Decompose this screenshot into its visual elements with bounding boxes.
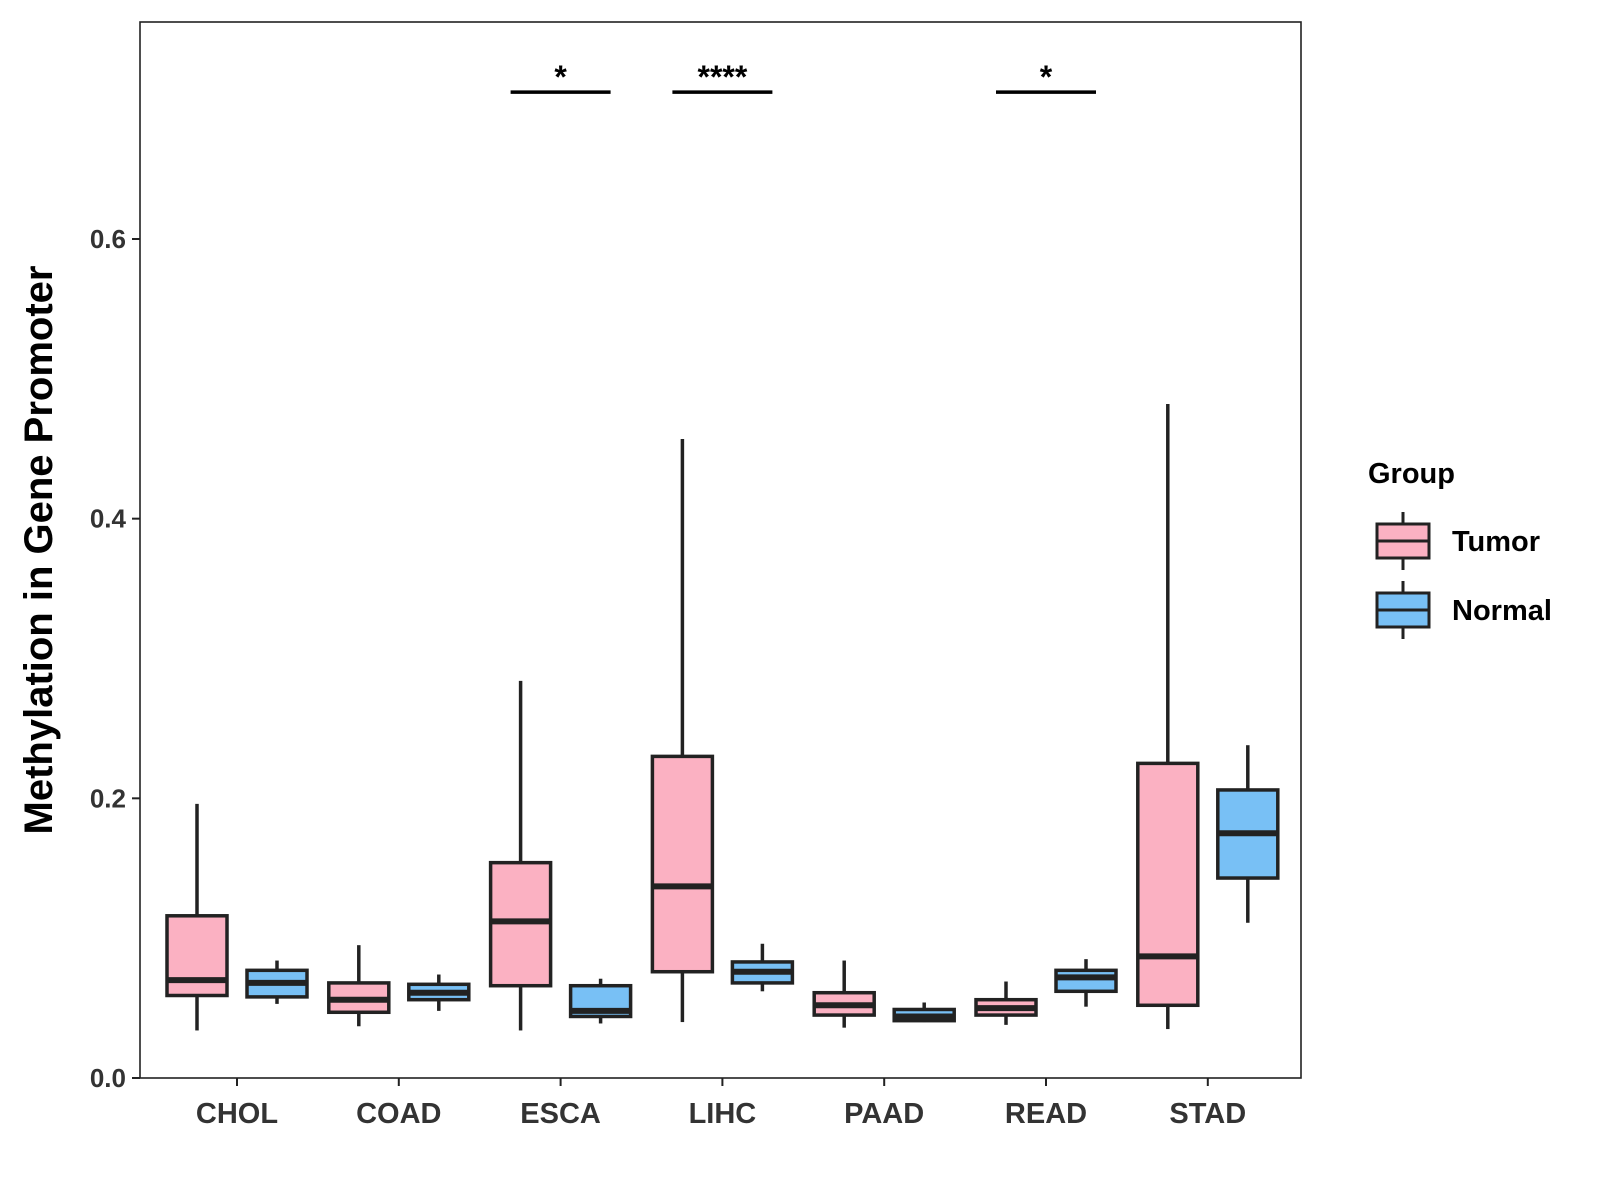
y-tick-label: 0.0 [90, 1063, 126, 1093]
x-tick-label-stad: STAD [1169, 1098, 1246, 1130]
x-tick-label-paad: PAAD [844, 1098, 924, 1130]
y-axis-title: Methylation in Gene Promoter [17, 266, 61, 835]
legend-title: Group [1368, 458, 1455, 490]
y-tick-label: 0.6 [90, 224, 126, 254]
legend: Group Tumor Normal [1368, 458, 1552, 639]
plot-panel [139, 21, 1302, 1079]
box-normal-chol [245, 960, 309, 1004]
significance-esca: * [510, 59, 611, 95]
x-axis: CHOL COAD ESCA LIHC PAAD READ STAD [196, 1078, 1246, 1130]
significance-read: * [996, 59, 1096, 95]
box-tumor-paad [812, 960, 876, 1028]
legend-label: Normal [1452, 595, 1552, 627]
x-tick-label-lihc: LIHC [689, 1098, 757, 1130]
significance-label: **** [697, 59, 747, 95]
significance-lihc: **** [672, 59, 773, 95]
legend-item-tumor: Tumor [1375, 512, 1540, 570]
box-tumor-chol [165, 803, 229, 1031]
box-normal-esca [568, 978, 633, 1024]
box-normal-coad [407, 974, 471, 1011]
x-tick-label-chol: CHOL [196, 1098, 278, 1130]
box-iqr [650, 754, 715, 974]
y-tick-label: 0.2 [90, 783, 126, 813]
box-normal-lihc [730, 943, 795, 992]
x-tick-label-coad: COAD [356, 1098, 441, 1130]
x-tick-label-read: READ [1005, 1098, 1087, 1130]
y-tick-label: 0.4 [90, 504, 127, 534]
box-normal-stad [1216, 745, 1280, 923]
significance-annotations: * **** * [510, 59, 1096, 95]
box-tumor-stad [1136, 404, 1200, 1030]
box-tumor-read [974, 981, 1038, 1025]
legend-label: Tumor [1452, 526, 1540, 558]
significance-label: * [1040, 59, 1053, 95]
boxes-layer [165, 404, 1280, 1031]
box-tumor-coad [327, 945, 391, 1027]
significance-label: * [554, 59, 567, 95]
box-normal-read [1054, 959, 1118, 1007]
box-tumor-lihc [650, 438, 715, 1023]
box-iqr [1136, 761, 1200, 1008]
box-normal-paad [892, 1002, 956, 1023]
box-iqr [165, 914, 229, 998]
box-iqr [1054, 968, 1118, 994]
legend-item-normal: Normal [1375, 581, 1552, 639]
x-tick-label-esca: ESCA [520, 1098, 601, 1130]
box-tumor-esca [488, 680, 553, 1031]
y-axis: 0.0 0.2 0.4 0.6 [90, 224, 140, 1093]
